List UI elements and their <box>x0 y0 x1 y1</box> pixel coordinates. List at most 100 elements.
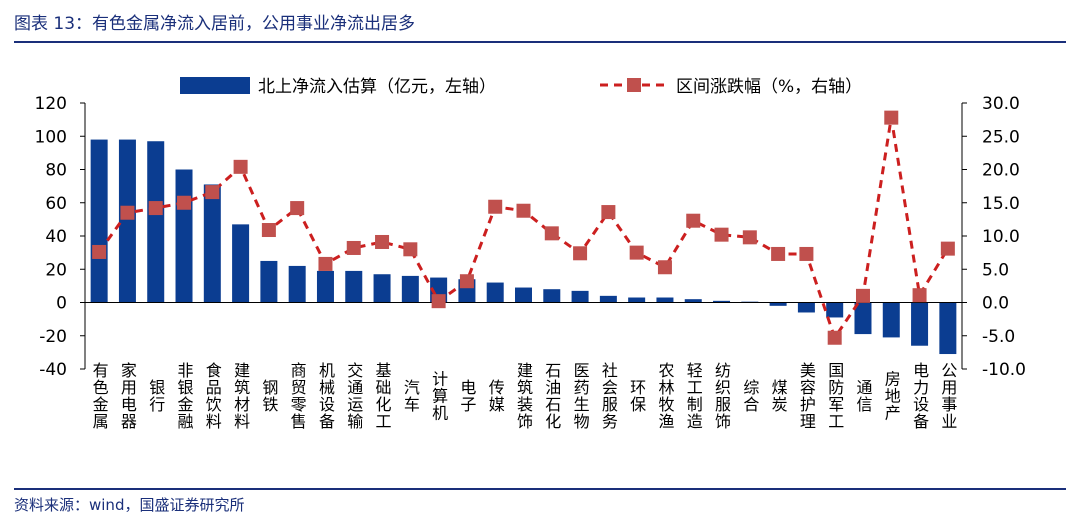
right-tick-label: 15.0 <box>982 194 1020 214</box>
line-marker <box>629 245 644 260</box>
category-label: 公用事业 <box>938 362 957 430</box>
category-label: 家用电器 <box>118 362 137 430</box>
right-tick-label: 20.0 <box>982 161 1020 181</box>
bar-net-inflow <box>628 297 646 303</box>
bar-net-inflow <box>656 297 674 303</box>
line-marker <box>205 185 220 200</box>
line-marker <box>261 223 276 238</box>
source-note: 资料来源：wind，国盛证券研究所 <box>14 496 245 514</box>
legend-bar-swatch <box>180 77 250 94</box>
line-marker <box>771 246 786 261</box>
line-marker <box>375 234 390 249</box>
bar-net-inflow <box>260 260 278 303</box>
line-marker <box>318 256 333 271</box>
bar-net-inflow <box>486 282 504 303</box>
left-tick-label: 20 <box>45 260 67 280</box>
bar-net-inflow <box>854 302 872 335</box>
category-label: 商贸零售 <box>288 362 307 430</box>
category-label: 纺织服饰 <box>712 362 731 430</box>
line-marker <box>686 213 701 228</box>
category-label: 农林牧渔 <box>655 362 674 430</box>
line-price-change <box>97 117 950 342</box>
bar-net-inflow <box>373 274 391 303</box>
bar-net-inflow <box>147 141 165 303</box>
line-marker <box>346 240 361 255</box>
right-tick-label: 10.0 <box>982 227 1020 247</box>
category-label: 食品饮料 <box>203 362 222 430</box>
category-label: 环保 <box>627 379 646 413</box>
bar-net-inflow <box>203 184 221 303</box>
category-label: 石油石化 <box>542 362 561 430</box>
line-marker <box>459 274 474 289</box>
bar-net-inflow <box>543 289 561 303</box>
category-label: 综合 <box>740 379 759 413</box>
category-label: 房地产 <box>882 371 901 422</box>
category-label: 社会服务 <box>599 362 618 430</box>
line-marker <box>516 203 531 218</box>
category-label: 煤炭 <box>769 379 788 413</box>
bar-net-inflow <box>684 299 702 303</box>
left-tick-label: -20 <box>39 327 67 347</box>
line-marker <box>742 230 757 245</box>
category-label: 机械设备 <box>316 362 335 430</box>
category-label: 电子 <box>457 379 476 413</box>
bar-net-inflow <box>175 169 193 303</box>
category-label: 电力设备 <box>910 362 929 430</box>
line-marker <box>573 246 588 261</box>
line-marker <box>827 330 842 345</box>
line-marker <box>431 294 446 309</box>
bar-net-inflow <box>599 295 617 303</box>
line-marker <box>799 246 814 261</box>
line-marker <box>855 288 870 303</box>
category-label: 建筑装饰 <box>514 362 533 430</box>
legend-bar-label: 北上净流入估算（亿元，左轴） <box>258 77 496 97</box>
category-label: 医药生物 <box>571 362 590 430</box>
bar-net-inflow <box>232 224 250 303</box>
category-label: 基础化工 <box>373 362 392 430</box>
bar-net-inflow <box>401 275 419 303</box>
source-divider <box>14 488 1066 490</box>
line-marker <box>148 201 163 216</box>
bar-net-inflow <box>797 302 815 313</box>
line-marker <box>657 260 672 275</box>
line-marker <box>601 205 616 220</box>
category-label: 建筑材料 <box>231 362 250 430</box>
bar-net-inflow <box>713 300 731 303</box>
line-marker <box>714 227 729 242</box>
title-divider <box>14 41 1066 43</box>
left-tick-label: 120 <box>35 94 67 114</box>
right-tick-label: -10.0 <box>982 360 1026 380</box>
right-tick-label: 25.0 <box>982 127 1020 147</box>
line-marker <box>120 205 135 220</box>
bar-net-inflow <box>345 270 363 303</box>
line-marker <box>92 244 107 259</box>
line-marker <box>884 110 899 125</box>
left-tick-label: 100 <box>35 127 67 147</box>
bar-net-inflow <box>118 139 136 303</box>
category-label: 传媒 <box>486 379 505 413</box>
left-tick-label: 80 <box>45 161 67 181</box>
line-marker <box>233 159 248 174</box>
line-marker <box>912 288 927 303</box>
category-label: 有色金属 <box>90 362 109 430</box>
bar-net-inflow <box>571 290 589 303</box>
line-marker <box>290 201 305 216</box>
legend-line-label: 区间涨跌幅（%，右轴） <box>676 77 862 97</box>
line-marker <box>403 242 418 257</box>
left-tick-label: 40 <box>45 227 67 247</box>
line-marker <box>544 226 559 241</box>
bar-net-inflow <box>939 302 957 355</box>
line-marker <box>177 195 192 210</box>
category-label: 银行 <box>146 379 165 413</box>
bar-net-inflow <box>90 139 108 303</box>
bar-net-inflow <box>515 287 532 303</box>
legend-line-marker <box>627 78 641 92</box>
line-marker <box>488 199 503 214</box>
category-label: 美容护理 <box>797 362 816 430</box>
bar-net-inflow <box>882 302 900 338</box>
bar-net-inflow <box>769 302 787 306</box>
category-label: 交通运输 <box>344 362 363 430</box>
chart-title: 图表 13：有色金属净流入居前，公用事业净流出居多 <box>14 14 416 34</box>
category-label: 非银金融 <box>175 362 194 430</box>
